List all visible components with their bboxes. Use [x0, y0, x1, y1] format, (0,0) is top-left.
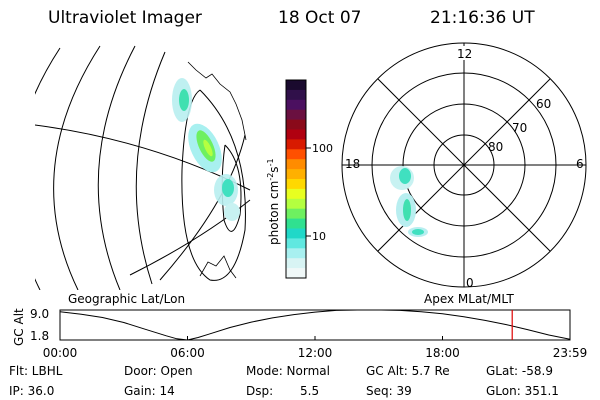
info-glon: GLon: 351.1	[486, 384, 559, 398]
altitude-axis-label: GC Alt	[12, 308, 26, 346]
colorbar-segment	[286, 169, 306, 180]
colorbar-segment	[286, 99, 306, 111]
info-ip: IP: 36.0	[9, 384, 55, 398]
xtick-label: 23:59	[553, 346, 588, 360]
xtick-label: 00:00	[43, 346, 78, 360]
colorbar-tick-10: 10	[312, 230, 326, 243]
lat-arc-4	[135, 51, 166, 285]
lat-label-70: 70	[512, 121, 527, 135]
colorbar-segment	[286, 228, 306, 239]
colorbar-segment	[286, 238, 306, 249]
info-gc-alt: GC Alt: 5.7 Re	[366, 364, 450, 378]
colorbar-segment	[286, 89, 306, 101]
colorbar-label: photon cm-2s-1	[266, 158, 281, 245]
colorbar-segment	[286, 179, 306, 190]
info-dsp-value: 5.5	[300, 384, 320, 398]
ytick-label-9: 9.0	[30, 307, 49, 321]
aurora-geo	[172, 78, 240, 221]
info-door: Door: Open	[124, 364, 193, 378]
polar-labels: 12 18 6 0 60 70 80	[345, 46, 584, 290]
colorbar-segment	[286, 80, 306, 91]
lat-arc-1	[35, 47, 61, 290]
mlt-label-0: 0	[466, 276, 474, 290]
xtick-label: 06:00	[170, 346, 205, 360]
coastline	[187, 61, 247, 279]
geographic-label: Geographic Lat/Lon	[68, 292, 185, 306]
colorbar-segment	[286, 258, 306, 269]
lon-line-2	[159, 134, 246, 281]
colorbar-segment	[286, 268, 306, 279]
colorbar-segment	[286, 139, 306, 150]
altitude-plot-frame	[59, 309, 571, 341]
time-label: 21:16:36 UT	[430, 8, 535, 28]
info-seq: Seq: 39	[366, 384, 412, 398]
apex-label: Apex MLat/MLT	[424, 292, 514, 306]
mlt-label-6: 6	[576, 157, 584, 171]
colorbar-segment	[286, 248, 306, 259]
info-dsp-label: Dsp:	[246, 384, 274, 398]
date-label: 18 Oct 07	[278, 8, 361, 28]
polar-plot	[341, 42, 587, 288]
xtick-label: 12:00	[298, 346, 333, 360]
lat-label-80: 80	[488, 140, 503, 154]
instrument-title: Ultraviolet Imager	[48, 8, 202, 28]
aurora-polar	[390, 166, 428, 237]
colorbar-segment	[286, 188, 306, 200]
lat-label-60: 60	[536, 97, 551, 111]
colorbar-segment	[286, 198, 306, 210]
geographic-map	[35, 45, 251, 290]
colorbar-segment	[286, 159, 306, 170]
altitude-chart: GC Alt 9.0 1.8 00:00 06:00 12:00 18:00 23:59	[12, 307, 587, 360]
colorbar-segment	[286, 218, 306, 229]
mlt-label-18: 18	[345, 157, 360, 171]
colorbar-segment	[286, 109, 306, 121]
info-mode: Mode: Normal	[246, 364, 330, 378]
colorbar-segment	[286, 119, 306, 130]
mlt-label-12: 12	[457, 47, 472, 61]
info-gain: Gain: 14	[124, 384, 175, 398]
colorbar-segment	[286, 149, 306, 160]
ytick-label-1.8: 1.8	[30, 329, 49, 343]
colorbar: 100 10 photon cm-2s-1	[266, 79, 333, 279]
info-glat: GLat: -58.9	[486, 364, 553, 378]
earth-limb	[181, 89, 246, 281]
altitude-series-line	[59, 309, 571, 341]
info-filter: Flt: LBHL	[9, 364, 63, 378]
xtick-label: 18:00	[425, 346, 460, 360]
colorbar-tick-100: 100	[312, 142, 333, 155]
lat-arc-3	[97, 45, 136, 290]
colorbar-segment	[286, 208, 306, 220]
lat-arc-2	[53, 45, 101, 290]
colorbar-segment	[286, 129, 306, 140]
